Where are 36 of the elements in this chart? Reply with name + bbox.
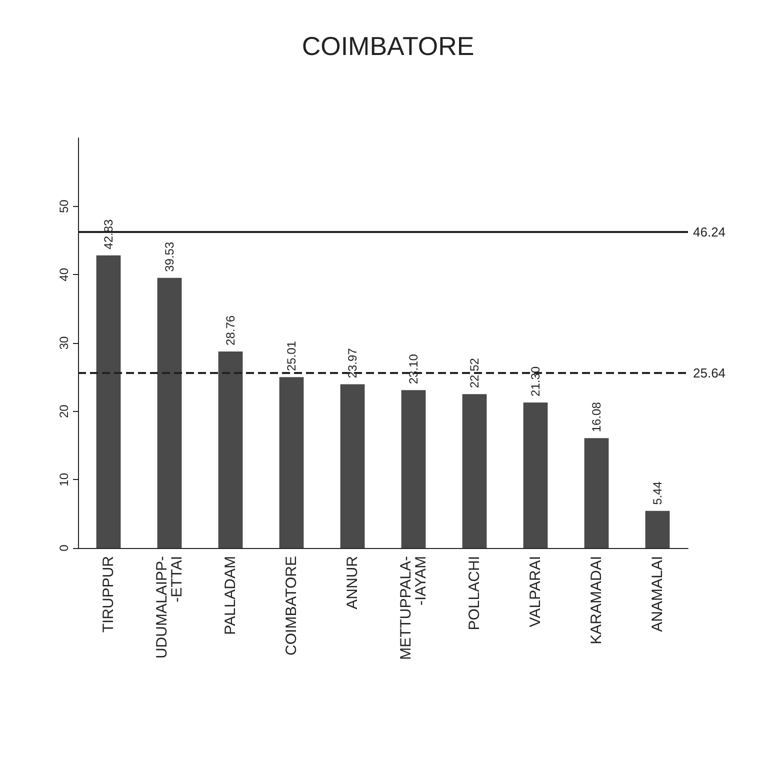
data-label: 22.52	[468, 358, 482, 388]
chart-title: COIMBATORE	[302, 31, 474, 61]
x-tick-label: ANAMALAI	[649, 556, 666, 632]
x-tick-label: METTUPPALA- -IAYAM	[398, 556, 430, 660]
bar	[584, 438, 609, 548]
bar	[645, 510, 670, 548]
x-tick-label: TIRUPPUR	[100, 556, 117, 633]
x-tick-label: VALPARAI	[527, 556, 544, 628]
y-tick-label: 50	[57, 199, 71, 214]
bar	[218, 351, 243, 548]
data-label: 25.01	[284, 340, 298, 372]
y-tick-label: 40	[57, 268, 71, 282]
data-label: 16.08	[590, 402, 604, 432]
bar	[96, 255, 121, 548]
bar	[462, 394, 487, 548]
data-label: 21.30	[528, 366, 542, 396]
y-tick-label: 10	[57, 472, 71, 486]
bar	[340, 384, 365, 548]
x-tick-label: UDUMALAIPP- -ETTAI	[154, 556, 186, 659]
y-tick-label: 30	[57, 336, 71, 350]
ref-line-label: 46.24	[693, 224, 726, 240]
x-tick-label: ANNUR	[344, 556, 361, 610]
y-tick-label: 20	[57, 404, 71, 418]
bar	[401, 390, 426, 548]
x-tick-label: PALLADAM	[222, 556, 239, 635]
data-label: 5.44	[650, 481, 664, 505]
x-tick-label: COIMBATORE	[283, 556, 300, 656]
bar	[279, 377, 304, 548]
bar	[523, 402, 548, 548]
x-tick-label: KARAMADAI	[588, 556, 605, 644]
data-label: 28.76	[224, 315, 238, 346]
data-label: 39.53	[162, 242, 176, 272]
x-tick-label: POLLACHI	[466, 556, 483, 630]
y-tick-label: 0	[57, 544, 71, 552]
bar	[157, 278, 182, 548]
ref-line-label: 25.64	[693, 365, 726, 380]
